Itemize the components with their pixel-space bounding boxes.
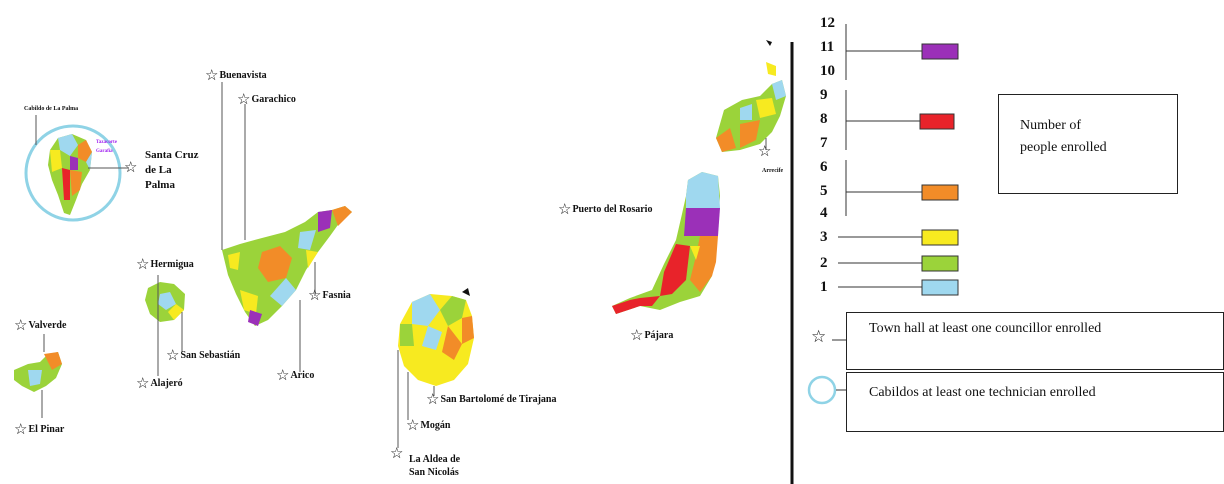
town-hall-star-icon: ☆ <box>558 202 572 218</box>
town-hall-star-icon: ☆ <box>14 422 28 438</box>
el-hierro-island <box>14 334 62 418</box>
label-alajero: ☆Alajeró <box>136 376 183 392</box>
legend-graphics <box>790 24 959 484</box>
label-aldea-star: ☆ <box>390 446 404 462</box>
label-mogan: ☆Mogán <box>406 418 451 434</box>
label-valverde: ☆Valverde <box>14 318 67 334</box>
label-santa-cruz-line2: de La <box>145 164 172 176</box>
label-arico: ☆Arico <box>276 368 315 384</box>
gran-canaria-island <box>397 288 474 448</box>
town-hall-star-icon: ☆ <box>124 160 138 176</box>
legend-swatch-2 <box>921 255 959 272</box>
town-hall-star-icon: ☆ <box>758 144 772 160</box>
town-hall-star-icon: ☆ <box>406 418 420 434</box>
legend-swatch-8 <box>919 113 955 130</box>
legend-num-10: 10 <box>820 63 835 79</box>
legend-cabildo-circle <box>807 375 837 405</box>
legend-num-2: 2 <box>820 255 828 271</box>
label-pajara: ☆Pájara <box>630 328 674 344</box>
legend-cabildos-text: Cabildos at least one technician enrolle… <box>869 385 1096 400</box>
label-aldea-line2: San Nicolás <box>409 467 459 478</box>
legend-star: ☆ <box>811 328 827 345</box>
legend-swatch-1 <box>921 279 959 296</box>
label-santa-cruz-line1: Santa Cruz <box>145 149 199 161</box>
label-hermigua: ☆Hermigua <box>136 257 194 273</box>
label-puerto-del-rosario: ☆Puerto del Rosario <box>558 202 653 218</box>
legend-num-8: 8 <box>820 111 828 127</box>
town-hall-star-icon: ☆ <box>237 92 251 108</box>
legend-swatch-5 <box>921 184 959 201</box>
la-palma-island <box>24 115 128 222</box>
label-arrecife: Arrecife <box>762 168 784 174</box>
lanzarote-island <box>716 40 786 152</box>
label-el-pinar: ☆El Pinar <box>14 422 65 438</box>
label-cabildo-la-palma: Cabildo de La Palma <box>24 106 79 112</box>
label-santa-cruz-star: ☆ <box>124 160 138 176</box>
tenerife-island <box>221 82 352 372</box>
town-hall-star-icon: ☆ <box>630 328 644 344</box>
legend-num-5: 5 <box>820 183 828 199</box>
legend-title-line2: people enrolled <box>1020 140 1107 155</box>
legend-num-6: 6 <box>820 159 828 175</box>
label-buenavista: ☆Buenavista <box>205 68 267 84</box>
town-hall-star-icon: ☆ <box>205 68 219 84</box>
fuerteventura-island <box>612 172 720 314</box>
label-san-bartolome: ☆San Bartolomé de Tirajana <box>426 392 557 408</box>
legend-num-9: 9 <box>820 87 828 103</box>
town-hall-star-icon: ☆ <box>136 376 150 392</box>
legend-swatch-3 <box>921 229 959 246</box>
label-garachico: ☆Garachico <box>237 92 296 108</box>
label-fasnia: ☆Fasnia <box>308 288 351 304</box>
legend-swatch-11 <box>921 43 959 60</box>
label-san-sebastian: ☆San Sebastián <box>166 348 241 364</box>
town-hall-star-icon: ☆ <box>276 368 290 384</box>
legend-num-11: 11 <box>820 39 835 55</box>
town-hall-star-icon: ☆ <box>390 446 404 462</box>
legend-num-1: 1 <box>820 279 828 295</box>
town-hall-star-icon: ☆ <box>14 318 28 334</box>
town-hall-star-icon: ☆ <box>136 257 150 273</box>
town-hall-star-icon: ☆ <box>308 288 322 304</box>
label-purple-1: Tazacorte <box>96 140 117 145</box>
legend-num-4: 4 <box>820 205 828 221</box>
label-aldea-line1: La Aldea de <box>409 454 461 465</box>
town-hall-star-icon: ☆ <box>811 327 827 346</box>
legend-num-7: 7 <box>820 135 828 151</box>
legend-town-hall-box: Town hall at least one councillor enroll… <box>846 312 1224 370</box>
town-hall-star-icon: ☆ <box>426 392 440 408</box>
legend-num-12: 12 <box>820 15 835 31</box>
label-purple-2: Garafía <box>96 149 113 154</box>
label-santa-cruz-line3: Palma <box>145 179 175 191</box>
legend-title-line1: Number of <box>1020 118 1082 133</box>
legend-town-hall-text: Town hall at least one councillor enroll… <box>869 321 1102 336</box>
town-hall-star-icon: ☆ <box>166 348 180 364</box>
legend-cabildos-box: Cabildos at least one technician enrolle… <box>846 372 1224 432</box>
legend-title-box: Number of people enrolled <box>998 94 1178 194</box>
label-arrecife-star: ☆ <box>758 144 772 160</box>
la-gomera-island <box>145 275 185 376</box>
legend-num-3: 3 <box>820 229 828 245</box>
